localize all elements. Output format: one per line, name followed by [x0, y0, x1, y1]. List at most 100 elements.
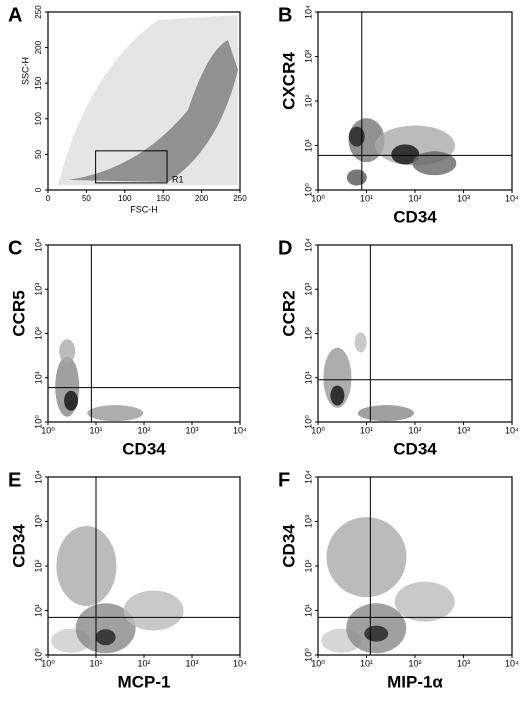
x-tick-label: 10¹ — [89, 425, 102, 435]
x-tick-label: 10³ — [185, 658, 198, 668]
y-tick-label: 250 — [34, 5, 43, 19]
x-tick-label: 0 — [46, 194, 51, 203]
x-tick-label: 10⁰ — [311, 425, 325, 435]
density — [323, 347, 352, 408]
x-axis-label: CD34 — [393, 207, 437, 226]
x-tick-label: 10² — [137, 425, 150, 435]
x-tick-label: 10⁴ — [505, 193, 519, 203]
x-tick-label: 10⁴ — [233, 425, 247, 435]
y-axis-label: SSC-H — [20, 57, 30, 85]
y-tick-label: 10³ — [33, 283, 43, 296]
density — [59, 339, 76, 364]
y-axis-label: CCR2 — [279, 290, 298, 336]
x-tick-label: 150 — [157, 194, 171, 203]
y-tick-label: 10³ — [303, 50, 313, 63]
x-tick-label: 100 — [118, 194, 132, 203]
y-tick-label: 0 — [34, 187, 43, 192]
x-axis-label: FSC-H — [130, 204, 158, 214]
y-tick-label: 10⁰ — [303, 648, 313, 662]
x-tick-label: 10¹ — [360, 193, 373, 203]
y-tick-label: 10⁴ — [33, 470, 43, 484]
y-tick-label: 10¹ — [303, 139, 313, 152]
x-tick-label: 10⁰ — [41, 658, 55, 668]
y-tick-label: 10³ — [303, 515, 313, 528]
density — [75, 603, 136, 654]
density — [412, 151, 457, 176]
density — [394, 581, 455, 622]
y-axis-label: CXCR4 — [279, 52, 298, 110]
x-axis-label: MIP-1α — [387, 672, 443, 691]
y-tick-label: 10¹ — [303, 371, 313, 384]
y-tick-label: 150 — [34, 76, 43, 90]
density — [64, 390, 79, 411]
y-tick-label: 10³ — [303, 283, 313, 296]
density — [330, 385, 345, 406]
y-tick-label: 10² — [303, 94, 313, 107]
y-tick-label: 10³ — [33, 515, 43, 528]
x-tick-label: 10¹ — [360, 425, 373, 435]
density — [58, 15, 238, 185]
y-tick-label: 50 — [34, 149, 43, 158]
density — [326, 517, 407, 598]
gate-label: R1 — [172, 174, 184, 184]
panel-letter: F — [278, 469, 290, 491]
density — [346, 169, 367, 186]
y-tick-label: 10⁴ — [303, 5, 313, 19]
y-tick-label: 10² — [303, 327, 313, 340]
density — [95, 629, 116, 646]
x-tick-label: 10⁴ — [505, 658, 519, 668]
y-tick-label: 10¹ — [33, 371, 43, 384]
density — [357, 405, 414, 422]
x-tick-label: 10² — [408, 425, 421, 435]
density — [391, 144, 420, 165]
x-tick-label: 10⁰ — [311, 658, 325, 668]
x-tick-label: 10⁰ — [311, 193, 325, 203]
density — [56, 526, 117, 606]
x-tick-label: 10³ — [457, 193, 470, 203]
y-tick-label: 10² — [33, 327, 43, 340]
density — [123, 590, 184, 631]
gate — [95, 150, 168, 184]
panel-letter: E — [8, 469, 21, 491]
density — [68, 40, 238, 182]
y-axis-label: CCR5 — [9, 290, 28, 336]
y-tick-label: 10⁰ — [303, 415, 313, 429]
density — [87, 405, 144, 422]
y-tick-label: 10² — [33, 559, 43, 572]
x-tick-label: 10² — [137, 658, 150, 668]
y-tick-label: 10⁰ — [303, 183, 313, 197]
density — [348, 126, 365, 147]
x-axis-label: MCP-1 — [118, 672, 171, 691]
y-tick-label: 10⁴ — [303, 470, 313, 484]
y-tick-label: 10⁴ — [303, 238, 313, 252]
x-tick-label: 10³ — [185, 425, 198, 435]
plot-frame — [47, 11, 241, 191]
y-axis-label: CD34 — [9, 524, 28, 568]
panel-letter: C — [8, 237, 22, 259]
x-tick-label: 200 — [195, 194, 209, 203]
y-tick-label: 10¹ — [33, 604, 43, 617]
x-tick-label: 10³ — [457, 425, 470, 435]
density — [354, 332, 367, 353]
panel-letter: D — [278, 237, 292, 259]
x-tick-label: 10⁰ — [41, 425, 55, 435]
y-tick-label: 10¹ — [303, 604, 313, 617]
y-tick-label: 10⁴ — [33, 238, 43, 252]
x-tick-label: 10¹ — [360, 658, 373, 668]
x-tick-label: 50 — [82, 194, 91, 203]
x-axis-label: CD34 — [393, 439, 437, 458]
y-tick-label: 10² — [303, 559, 313, 572]
x-tick-label: 10² — [408, 658, 421, 668]
y-axis-label: CD34 — [279, 524, 298, 568]
y-tick-label: 10⁰ — [33, 648, 43, 662]
x-tick-label: 10² — [408, 193, 421, 203]
density — [364, 625, 389, 642]
x-tick-label: 10⁴ — [233, 658, 247, 668]
x-axis-label: CD34 — [122, 439, 166, 458]
panel-letter: A — [8, 4, 22, 26]
x-tick-label: 10¹ — [89, 658, 102, 668]
x-tick-label: 10³ — [457, 658, 470, 668]
y-tick-label: 10⁰ — [33, 415, 43, 429]
panel-letter: B — [278, 4, 292, 26]
